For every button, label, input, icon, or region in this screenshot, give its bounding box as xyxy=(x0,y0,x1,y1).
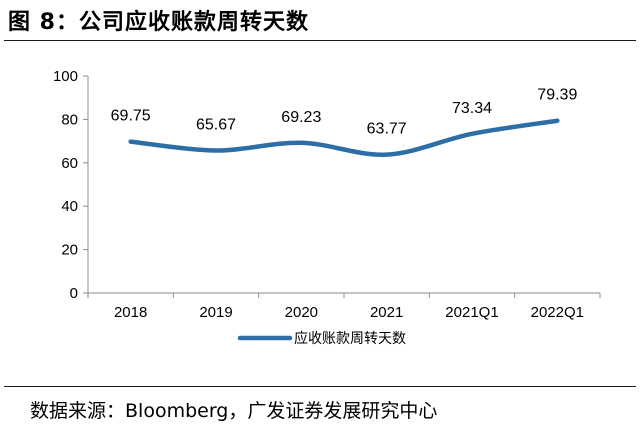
y-tick-label: 0 xyxy=(70,285,78,302)
source-note: 数据来源：Bloomberg，广发证券发展研究中心 xyxy=(30,400,438,422)
figure-title: 图 8：公司应收账款周转天数 xyxy=(8,10,309,35)
chart: 0 20 40 60 80 100 2018 2019 2020 2021 2021Q1 2022Q… xyxy=(53,68,601,347)
legend: 应收账款周转天数 xyxy=(237,330,406,347)
y-tick-label: 40 xyxy=(61,198,78,215)
data-label: 69.75 xyxy=(111,108,151,125)
y-tick-label: 20 xyxy=(61,242,78,259)
x-tick-label: 2022Q1 xyxy=(531,304,584,321)
y-tick-label: 100 xyxy=(53,68,78,85)
data-labels: 69.75 65.67 69.23 63.77 73.34 79.39 xyxy=(111,87,578,138)
data-label: 79.39 xyxy=(537,87,577,104)
x-axis-ticks: 2018 2019 2020 2021 2021Q1 2022Q1 xyxy=(87,293,601,321)
x-tick-label: 2021Q1 xyxy=(445,304,498,321)
data-label: 63.77 xyxy=(367,121,407,138)
y-tick-label: 60 xyxy=(61,155,78,172)
y-axis-ticks: 0 20 40 60 80 100 xyxy=(53,68,88,302)
top-rule xyxy=(4,40,636,41)
y-tick-label: 80 xyxy=(61,111,78,128)
bottom-rule xyxy=(4,386,636,387)
x-tick-label: 2018 xyxy=(114,304,147,321)
series-line xyxy=(128,118,560,157)
data-label: 69.23 xyxy=(281,109,321,126)
x-tick-label: 2019 xyxy=(199,304,232,321)
x-tick-label: 2021 xyxy=(370,304,403,321)
data-label: 73.34 xyxy=(452,100,492,117)
x-tick-label: 2020 xyxy=(285,304,318,321)
data-label: 65.67 xyxy=(196,116,236,133)
legend-label: 应收账款周转天数 xyxy=(294,330,406,347)
